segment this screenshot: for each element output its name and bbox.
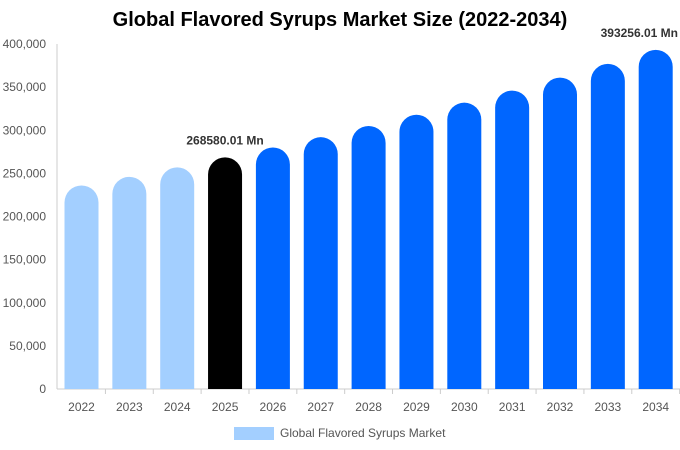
bar-2034 (638, 49, 673, 390)
bar-2030 (447, 102, 482, 390)
bar-2024 (160, 167, 195, 389)
x-tick-label: 2023 (116, 400, 143, 414)
x-tick-label: 2027 (307, 400, 334, 414)
y-tick-label: 100,000 (3, 296, 47, 310)
bar-2033 (590, 63, 625, 390)
bar-2032 (543, 77, 577, 389)
x-tick-label: 2033 (594, 400, 621, 414)
x-tick-label: 2024 (164, 400, 191, 414)
y-tick-label: 150,000 (3, 253, 47, 267)
x-tick-label: 2032 (547, 400, 574, 414)
bar-2031 (495, 90, 530, 390)
x-tick-label: 2025 (212, 400, 239, 414)
y-tick-label: 250,000 (3, 166, 47, 180)
y-tick-label: 0 (39, 382, 46, 396)
x-tick-label: 2028 (355, 400, 382, 414)
bar-2023 (112, 176, 147, 389)
x-tick-label: 2022 (68, 400, 95, 414)
y-tick-label: 300,000 (3, 123, 47, 137)
data-label-2034: 393256.01 Mn (601, 26, 678, 40)
bar-2026 (255, 147, 290, 389)
legend-swatch (234, 426, 274, 440)
y-tick-label: 400,000 (3, 37, 47, 51)
x-tick-label: 2030 (451, 400, 478, 414)
data-label-2025: 268580.01 Mn (186, 133, 263, 147)
bar-2022 (64, 185, 99, 389)
y-tick-label: 200,000 (3, 210, 47, 224)
chart-legend[interactable]: Global Flavored Syrups Market (234, 426, 445, 440)
x-tick-label: 2031 (499, 400, 526, 414)
bar-2028 (351, 125, 386, 390)
x-tick-label: 2026 (260, 400, 287, 414)
y-tick-label: 350,000 (3, 80, 47, 94)
bar-2027 (303, 137, 338, 389)
chart-title: Global Flavored Syrups Market Size (2022… (112, 9, 568, 31)
x-tick-label: 2029 (403, 400, 430, 414)
y-tick-label: 50,000 (9, 339, 46, 353)
bar-2029 (399, 114, 434, 389)
bar-2025 (208, 157, 243, 389)
x-tick-label: 2034 (642, 400, 669, 414)
legend-label: Global Flavored Syrups Market (280, 426, 446, 440)
